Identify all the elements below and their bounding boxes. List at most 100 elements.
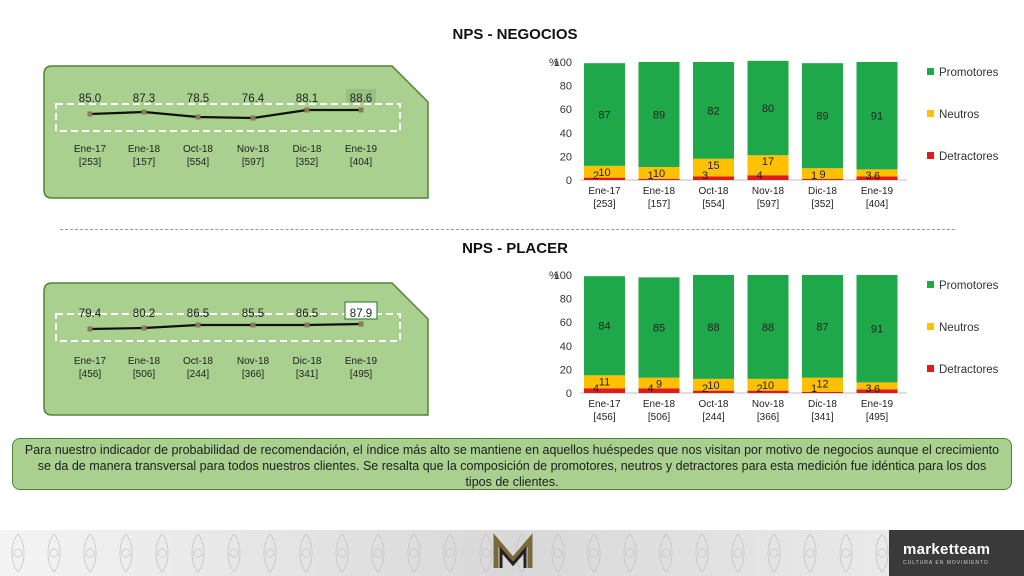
bar-segment-promotores	[747, 275, 789, 379]
bar-segment-promotores	[856, 275, 898, 383]
data-label: 89	[816, 111, 828, 123]
dashed-frame	[55, 103, 401, 132]
data-label: 3	[865, 170, 871, 182]
x-tick-base-label: [404]	[866, 199, 888, 210]
bar-segment-neutros	[584, 165, 625, 178]
bar-segment-detractores	[693, 390, 734, 393]
data-label: 6	[874, 170, 880, 182]
trend-period-label: Nov-18	[237, 144, 270, 155]
x-tick-base-label: [366]	[757, 412, 779, 423]
trend-marker	[195, 322, 201, 328]
x-tick-base-label: [352]	[811, 199, 833, 210]
data-label: 17	[762, 156, 774, 168]
trend-value-label: 86.5	[296, 308, 318, 320]
bar-segment-detractores	[638, 178, 680, 180]
bar-segment-promotores	[693, 275, 734, 379]
x-tick-label: Oct-18	[698, 186, 728, 197]
bar-segment-neutros	[693, 378, 734, 391]
x-tick-label: Nov-18	[752, 186, 785, 197]
x-tick-base-label: [495]	[866, 412, 888, 423]
bar-segment-neutros	[638, 167, 680, 179]
data-label: 91	[871, 324, 883, 336]
bar-segment-detractores	[747, 175, 789, 180]
data-label: 88	[762, 322, 774, 334]
trend-period-label: Ene-17	[74, 356, 107, 367]
y-tick-label: 100	[554, 57, 572, 69]
section-divider	[60, 229, 955, 230]
data-label: 87	[598, 110, 610, 122]
x-tick-base-label: [554]	[702, 199, 724, 210]
data-label: 4	[593, 383, 599, 395]
trend-period-label: Ene-19	[345, 144, 378, 155]
data-label: 3	[702, 170, 708, 182]
x-tick-base-label: [456]	[593, 412, 615, 423]
trend-period-label: Ene-18	[128, 356, 161, 367]
trend-base-label: [597]	[242, 157, 264, 168]
trend-marker	[141, 109, 147, 115]
x-tick-label: Ene-19	[861, 186, 894, 197]
trend-marker	[304, 107, 310, 113]
legend-swatch	[927, 152, 934, 159]
trend-value-label: 86.5	[187, 308, 209, 320]
legend-label: Neutros	[939, 109, 980, 121]
legend-label: Neutros	[939, 322, 980, 334]
data-label: 10	[653, 168, 665, 180]
x-tick-label: Nov-18	[752, 399, 785, 410]
trend-base-label: [456]	[79, 369, 101, 380]
x-tick-base-label: [244]	[702, 412, 724, 423]
brand-tagline: CULTURA EN MOVIMIENTO	[903, 560, 989, 566]
bar-chart-negocios: 020406080100%87102Ene-17[253]89101Ene-18…	[549, 57, 999, 210]
x-tick-base-label: [506]	[648, 412, 670, 423]
data-label: 10	[762, 380, 774, 392]
trend-base-label: [253]	[79, 157, 101, 168]
y-axis-label: %	[549, 57, 559, 69]
data-label: 11	[599, 376, 610, 388]
x-tick-base-label: [253]	[593, 199, 615, 210]
trend-period-label: Ene-17	[74, 144, 107, 155]
trend-marker	[250, 322, 256, 328]
x-tick-base-label: [341]	[811, 412, 833, 423]
trend-marker	[250, 115, 256, 121]
bar-segment-promotores	[802, 275, 843, 378]
bar-segment-neutros	[856, 382, 898, 390]
trend-value-label: 87.9	[350, 308, 372, 320]
mm-logo-icon	[493, 533, 533, 568]
title-negocios: NPS - NEGOCIOS	[452, 26, 578, 43]
trend-period-label: Oct-18	[183, 144, 213, 155]
x-tick-base-label: [597]	[757, 199, 779, 210]
brand-name: marketteam	[903, 541, 991, 558]
x-tick-label: Oct-18	[698, 399, 728, 410]
data-label: 82	[707, 105, 719, 117]
trend-base-label: [404]	[350, 157, 372, 168]
y-tick-label: 60	[560, 317, 572, 329]
bar-segment-detractores	[584, 388, 625, 393]
trend-base-label: [157]	[133, 157, 155, 168]
trend-marker	[358, 321, 364, 327]
trend-value-label: 76.4	[242, 93, 265, 105]
trend-value-label: 79.4	[79, 308, 102, 320]
trend-base-label: [341]	[296, 369, 318, 380]
bar-segment-detractores	[802, 391, 843, 393]
trend-value-label: 88.6	[350, 93, 372, 105]
y-tick-label: 40	[560, 341, 572, 353]
footer-pattern	[0, 530, 1024, 576]
trend-base-label: [506]	[133, 369, 155, 380]
bar-segment-detractores	[584, 177, 625, 180]
x-tick-label: Ene-18	[643, 399, 676, 410]
trend-period-label: Dic-18	[293, 356, 322, 367]
bar-segment-neutros	[747, 155, 789, 176]
trend-period-label: Nov-18	[237, 356, 270, 367]
data-label: 12	[816, 379, 828, 391]
data-label: 1	[811, 170, 817, 182]
bar-segment-promotores	[802, 63, 843, 169]
bar-segment-detractores	[638, 388, 680, 393]
y-tick-label: 20	[560, 151, 572, 163]
trend-marker	[195, 114, 201, 120]
legend-swatch	[927, 365, 934, 372]
trend-marker	[87, 111, 93, 117]
bar-segment-promotores	[638, 62, 680, 168]
data-label: 6	[874, 383, 880, 395]
legend-label: Detractores	[939, 364, 999, 376]
data-label: 2	[593, 170, 599, 182]
trend-period-label: Dic-18	[293, 144, 322, 155]
